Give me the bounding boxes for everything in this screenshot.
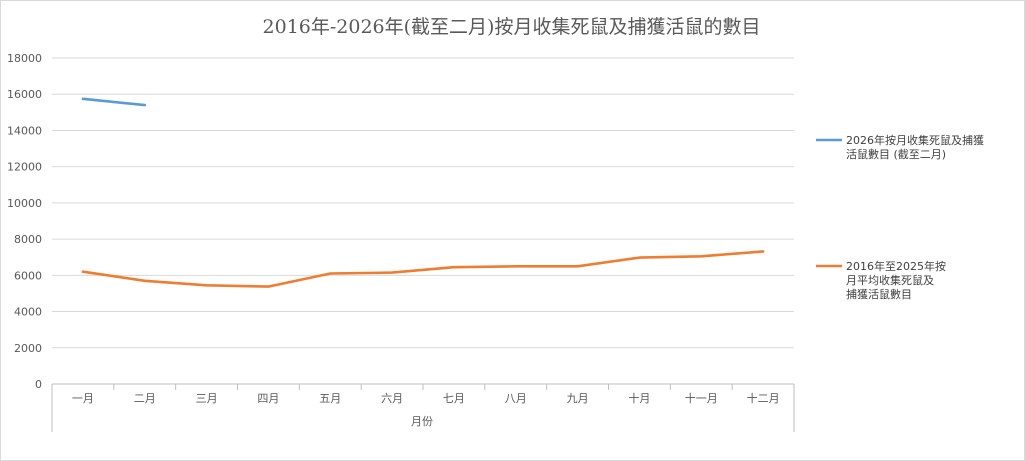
legend-label-2: 捕獲活鼠數目 bbox=[846, 287, 912, 301]
y-tick-label: 10000 bbox=[7, 197, 42, 210]
gridlines bbox=[52, 57, 794, 349]
x-tick-label: 六月 bbox=[381, 392, 403, 405]
x-tick-label: 五月 bbox=[319, 392, 341, 405]
axes: 0 2000 4000 6000 8000 10000 12000 14000 16000 180… bbox=[7, 52, 795, 432]
y-tick-label: 6000 bbox=[14, 269, 42, 282]
series-line-1 bbox=[81, 97, 147, 107]
x-tick-label: 三月 bbox=[196, 392, 218, 405]
y-tick-label: 4000 bbox=[14, 306, 42, 319]
legend-label-1: 活鼠數目 (截至二月) bbox=[846, 147, 946, 161]
y-tick-label: 14000 bbox=[7, 124, 42, 137]
x-axis-label: 月份 bbox=[411, 415, 433, 428]
x-tick-label: 十月 bbox=[628, 391, 650, 405]
y-tick-label: 8000 bbox=[14, 233, 42, 246]
x-tick-label: 一月 bbox=[72, 392, 94, 405]
y-tick-label: 16000 bbox=[7, 88, 42, 101]
x-tick-label: 十二月 bbox=[747, 391, 780, 405]
x-tick-label: 二月 bbox=[134, 392, 156, 405]
y-tick-label: 12000 bbox=[7, 161, 42, 174]
legend-label-2: 2016年至2025年按 bbox=[846, 259, 946, 273]
y-tick-label: 0 bbox=[35, 378, 42, 391]
x-tick-label: 七月 bbox=[443, 392, 465, 405]
series-lines bbox=[81, 97, 765, 288]
y-tick-label: 2000 bbox=[14, 342, 42, 355]
chart-title: 2016年-2026年(截至二月)按月收集死鼠及捕獲活鼠的數目 bbox=[262, 16, 761, 38]
x-tick-label: 八月 bbox=[505, 392, 527, 405]
x-tick-label: 四月 bbox=[257, 392, 279, 405]
x-tick-label: 十一月 bbox=[685, 391, 718, 405]
legend-label-1: 2026年按月收集死鼠及捕獲 bbox=[846, 133, 984, 147]
legend-label-2: 月平均收集死鼠及 bbox=[846, 273, 934, 287]
x-tick-label: 九月 bbox=[567, 392, 589, 405]
series-line-2 bbox=[81, 250, 765, 288]
y-tick-label: 18000 bbox=[7, 52, 42, 65]
